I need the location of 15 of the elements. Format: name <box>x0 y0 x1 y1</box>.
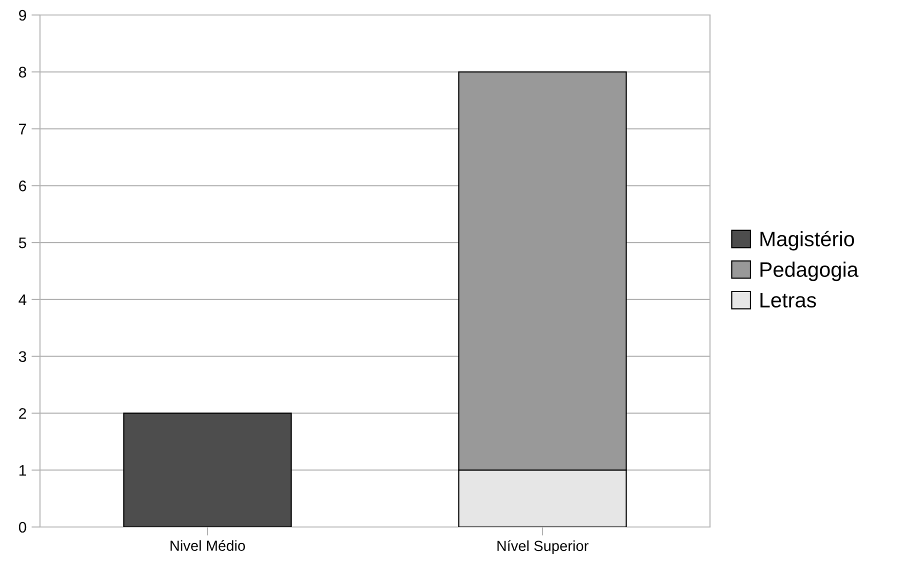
y-tick-label: 1 <box>19 465 26 476</box>
y-tick-label: 0 <box>18 522 26 533</box>
legend-label: Pedagogia <box>760 262 858 282</box>
y-tick-label: 5 <box>18 238 26 248</box>
y-tick-label: 8 <box>18 66 26 78</box>
y-tick-label: 6 <box>19 180 26 192</box>
y-tick-label: 3 <box>18 351 26 362</box>
y-tick-label: 2 <box>19 408 26 419</box>
y-tick-label: 9 <box>19 10 26 21</box>
legend-label: Magistério <box>760 230 854 251</box>
x-tick-label: Nivel Médio <box>170 540 245 551</box>
legend-label: Letras <box>760 292 816 308</box>
y-tick-label: 4 <box>18 294 26 305</box>
x-tick-label: Nível Superior <box>498 540 588 554</box>
y-tick-label: 7 <box>19 124 26 134</box>
